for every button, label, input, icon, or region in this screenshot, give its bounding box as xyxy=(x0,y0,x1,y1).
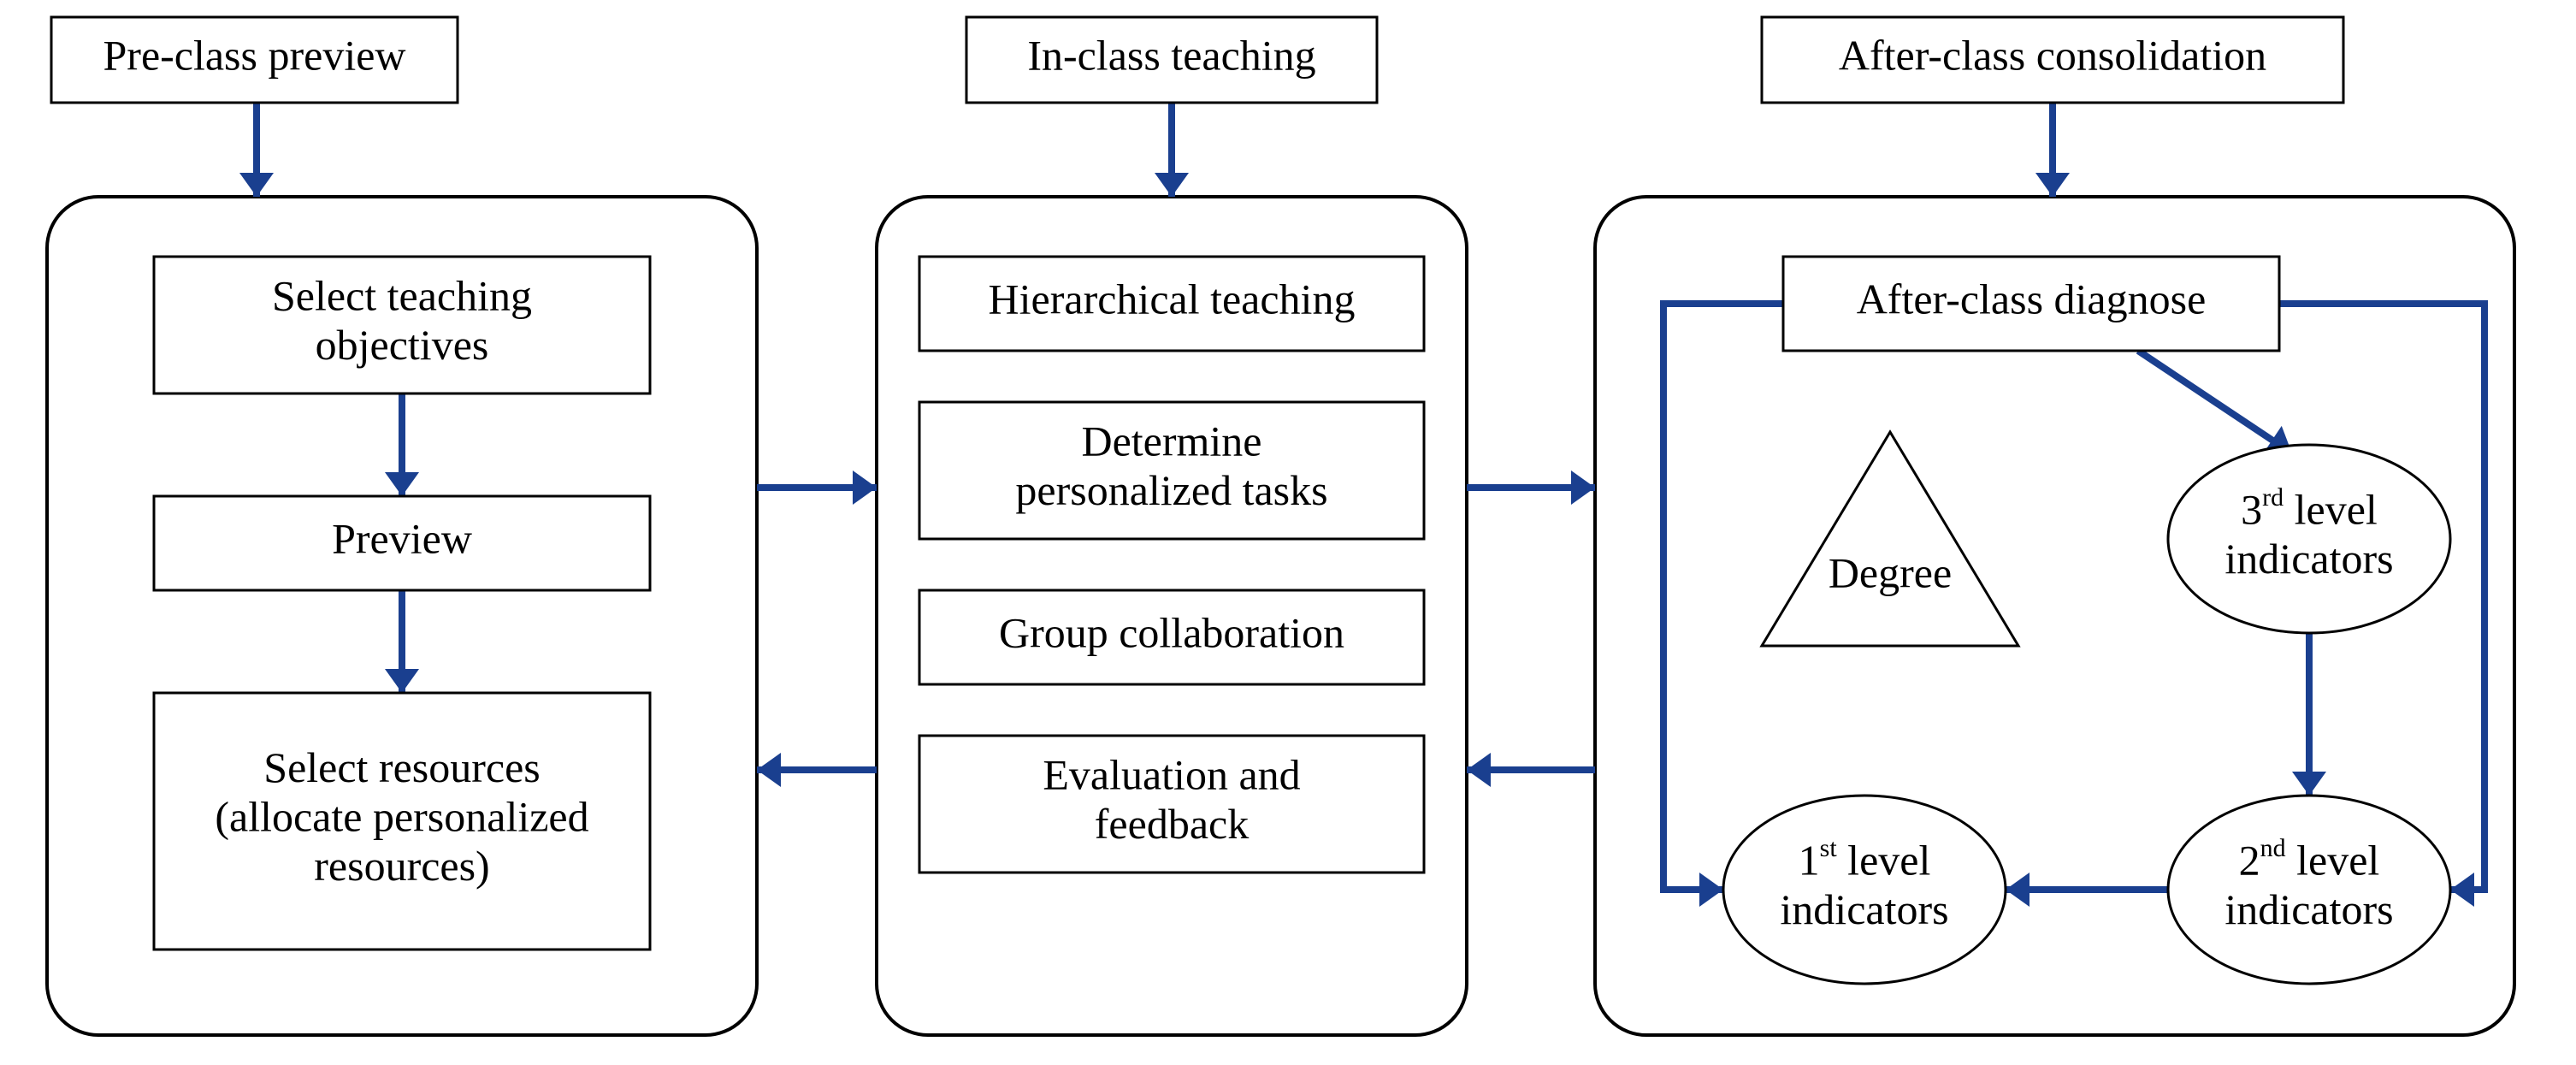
ell-1-label: 1st levelindicators xyxy=(1780,834,1948,934)
ell-2-label: 2nd levelindicators xyxy=(2224,834,2393,934)
arrow-head xyxy=(1699,873,1723,907)
svg-text:After-class consolidation: After-class consolidation xyxy=(1839,31,2266,79)
a-diag-3 xyxy=(2138,351,2292,453)
tri-degree-label: Degree xyxy=(1829,548,1952,596)
diagram-svg: Pre-class preview In-class teaching After-… xyxy=(0,0,2576,1065)
hdr-in-label: In-class teaching xyxy=(1027,31,1315,79)
svg-text:indicators: indicators xyxy=(2224,885,2393,933)
svg-text:After-class diagnose: After-class diagnose xyxy=(1857,275,2207,322)
svg-text:objectives: objectives xyxy=(316,321,489,369)
arrow-head xyxy=(1467,753,1491,787)
svg-text:Degree: Degree xyxy=(1829,548,1952,596)
svg-text:personalized tasks: personalized tasks xyxy=(1015,466,1327,514)
arrow-head xyxy=(385,472,419,496)
arrow-head xyxy=(1571,470,1595,505)
svg-text:resources): resources) xyxy=(314,842,489,890)
svg-text:1st level: 1st level xyxy=(1799,834,1931,885)
arrow-head xyxy=(2006,873,2029,907)
hdr-after-label: After-class consolidation xyxy=(1839,31,2266,79)
box-hier-label: Hierarchical teaching xyxy=(989,275,1356,322)
svg-text:feedback: feedback xyxy=(1095,800,1249,848)
svg-text:Select teaching: Select teaching xyxy=(272,272,532,320)
arrow-head xyxy=(385,669,419,693)
arrow-head xyxy=(757,753,781,787)
svg-text:indicators: indicators xyxy=(1780,885,1948,933)
svg-text:Pre-class preview: Pre-class preview xyxy=(103,31,405,79)
box-diagnose-label: After-class diagnose xyxy=(1857,275,2207,322)
svg-text:Select resources: Select resources xyxy=(263,743,540,791)
hdr-pre-label: Pre-class preview xyxy=(103,31,405,79)
svg-text:Evaluation and: Evaluation and xyxy=(1043,751,1300,799)
tri-degree xyxy=(1762,432,2018,646)
arrow-head xyxy=(239,173,274,197)
svg-text:3rd level: 3rd level xyxy=(2241,483,2378,534)
svg-text:In-class teaching: In-class teaching xyxy=(1027,31,1315,79)
svg-text:Preview: Preview xyxy=(332,514,472,562)
arrow-head xyxy=(2292,772,2326,796)
svg-text:2nd level: 2nd level xyxy=(2239,834,2380,885)
svg-text:indicators: indicators xyxy=(2224,535,2393,583)
box-group-label: Group collaboration xyxy=(999,608,1344,656)
arrow-head xyxy=(853,470,877,505)
svg-text:Determine: Determine xyxy=(1081,417,1261,465)
svg-text:Group collaboration: Group collaboration xyxy=(999,608,1344,656)
ell-3-label: 3rd levelindicators xyxy=(2224,483,2393,583)
arrow-head xyxy=(1155,173,1189,197)
svg-text:Hierarchical teaching: Hierarchical teaching xyxy=(989,275,1356,322)
arrow-head xyxy=(2450,873,2474,907)
box-preview-label: Preview xyxy=(332,514,472,562)
a-diag-1 xyxy=(1663,304,1783,890)
arrow-head xyxy=(2035,173,2070,197)
svg-text:(allocate personalized: (allocate personalized xyxy=(215,792,588,840)
